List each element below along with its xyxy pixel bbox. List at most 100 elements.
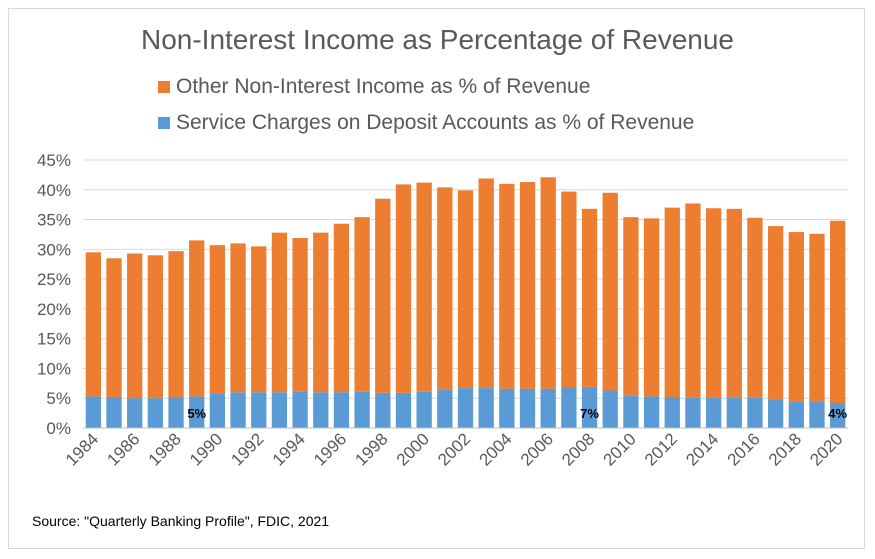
data-label-1989: 5% [187,406,206,421]
bar-service-charges-2001 [437,389,453,428]
bar-other-income-2020 [830,220,846,403]
bar-other-income-1996 [333,223,350,393]
legend-item-service: Service Charges on Deposit Accounts as %… [158,111,694,135]
bar-service-charges-1984 [85,396,101,428]
bar-other-income-1995 [313,232,329,393]
bar-other-income-1985 [106,258,122,398]
x-tick-label: 1996 [310,429,350,469]
bar-service-charges-1999 [395,392,412,428]
bar-other-income-2018 [788,232,804,402]
x-tick-label: 2016 [724,429,764,469]
y-tick-label: 0% [46,419,71,438]
x-tick-label: 1992 [227,429,267,469]
y-tick-label: 45% [37,151,71,170]
bar-other-income-2013 [685,203,701,398]
bar-service-charges-2007 [561,387,577,428]
legend-label-other: Other Non-Interest Income as % of Revenu… [176,75,591,98]
bar-other-income-1984 [85,252,101,397]
bar-other-income-2014 [705,208,722,398]
bar-service-charges-2006 [540,388,556,428]
x-tick-label: 1994 [269,429,309,469]
bar-service-charges-1987 [147,398,164,428]
bar-service-charges-2016 [747,397,763,428]
bar-service-charges-1990 [209,394,226,428]
bar-other-income-1999 [395,184,412,393]
bar-service-charges-1985 [106,397,122,428]
bar-service-charges-1995 [313,392,329,428]
x-tick-label: 2018 [765,429,805,469]
bar-service-charges-2002 [457,388,474,428]
legend-label-service: Service Charges on Deposit Accounts as %… [176,111,695,134]
bar-service-charges-2003 [478,388,494,428]
bar-service-charges-2010 [623,395,639,428]
bar-other-income-2001 [437,187,453,390]
x-tick-label: 1998 [351,429,391,469]
bar-service-charges-1988 [168,397,184,428]
bar-other-income-2004 [499,183,515,389]
data-label-2020: 4% [828,406,847,421]
bar-other-income-1992 [251,246,267,393]
bar-other-income-1997 [354,217,370,392]
x-tick-label: 2010 [600,429,640,469]
bar-service-charges-1996 [333,392,350,428]
y-tick-label: 15% [37,330,71,349]
x-tick-label: 1990 [186,429,226,469]
bar-service-charges-2015 [726,397,742,428]
bar-other-income-1990 [209,245,226,395]
x-tick-label: 2020 [806,429,846,469]
x-tick-label: 1988 [145,429,185,469]
bar-service-charges-2020 [830,402,846,428]
bar-other-income-2002 [457,190,474,389]
x-tick-label: 2008 [558,429,598,469]
bar-service-charges-2012 [664,397,680,428]
bar-other-income-1991 [230,243,246,393]
bar-other-income-2015 [726,208,742,398]
bar-other-income-1989 [189,240,205,397]
bar-service-charges-1998 [375,392,391,428]
bar-other-income-2008 [581,208,598,387]
bar-service-charges-2018 [788,401,804,428]
bar-service-charges-1986 [127,398,143,428]
bar-other-income-2006 [540,177,556,389]
bar-service-charges-2008 [581,386,598,428]
bar-service-charges-2009 [602,390,618,428]
y-tick-label: 10% [37,359,71,378]
bar-service-charges-2019 [809,401,825,428]
bar-other-income-1987 [147,255,164,399]
bar-service-charges-2017 [767,399,784,428]
bar-service-charges-2005 [519,388,536,428]
y-tick-label: 40% [37,181,71,200]
chart-title: Non-Interest Income as Percentage of Rev… [140,24,734,55]
bar-service-charges-2000 [416,391,432,428]
x-tick-label: 1986 [103,429,143,469]
legend-swatch-service [158,117,170,129]
bar-other-income-1993 [271,232,288,393]
bar-service-charges-1993 [271,392,288,428]
data-label-2008: 7% [580,406,599,421]
bar-service-charges-2014 [705,397,722,428]
y-tick-label: 35% [37,211,71,230]
bar-service-charges-1991 [230,392,246,428]
x-tick-label: 2014 [682,429,722,469]
bar-other-income-2000 [416,182,432,392]
y-tick-label: 25% [37,270,71,289]
bar-other-income-2009 [602,192,618,391]
legend-swatch-other [158,81,170,93]
y-tick-label: 5% [46,389,71,408]
bar-service-charges-2004 [499,388,515,428]
x-tick-label: 2000 [393,429,433,469]
bar-other-income-2007 [561,191,577,388]
bar-service-charges-1989 [189,396,205,428]
bar-other-income-1994 [292,238,308,392]
bar-service-charges-1994 [292,391,308,428]
x-tick-label: 2002 [434,429,474,469]
bar-other-income-2016 [747,217,763,398]
bar-other-income-2012 [664,207,680,398]
source-note: Source: "Quarterly Banking Profile", FDI… [32,513,330,529]
bar-other-income-1988 [168,251,184,398]
bar-other-income-1986 [127,253,143,399]
x-tick-label: 2004 [475,429,515,469]
bar-other-income-2019 [809,233,825,402]
legend-item-other: Other Non-Interest Income as % of Revenu… [158,75,590,99]
